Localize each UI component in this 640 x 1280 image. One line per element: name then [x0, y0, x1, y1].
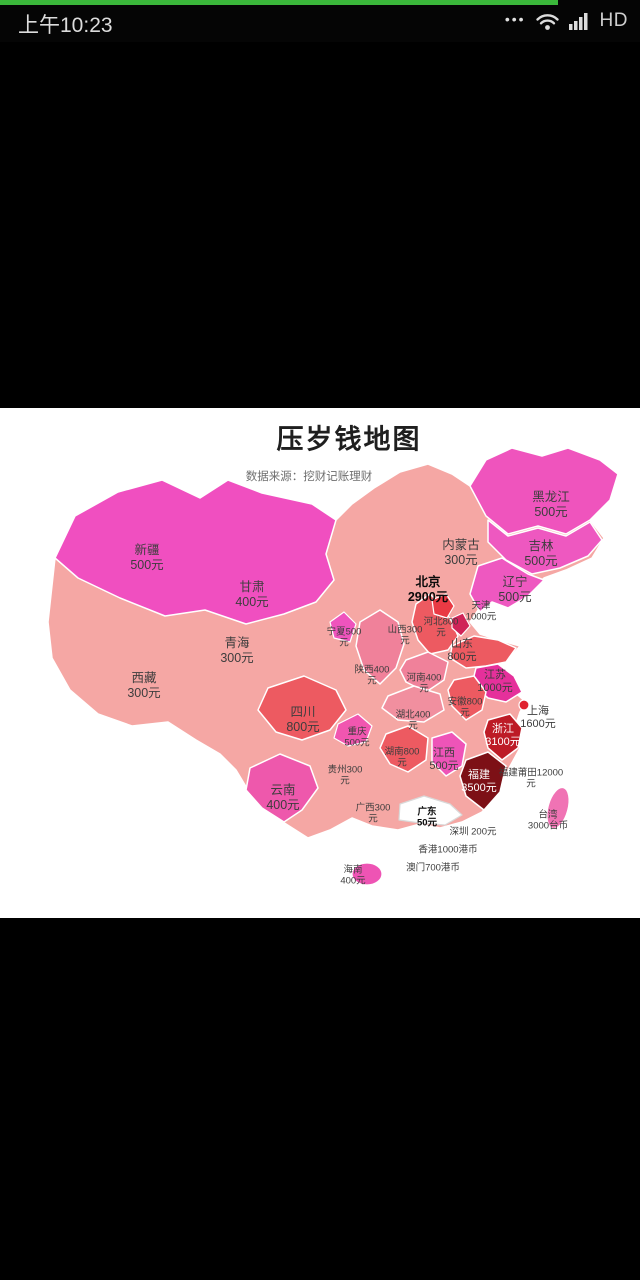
region-jiangxi: [431, 731, 467, 777]
map-label-beijing: 北京 2900元: [407, 575, 449, 604]
map-label-chongqing: 重庆 500元: [344, 726, 370, 749]
map-label-guangdong: 广东 50元: [416, 806, 438, 829]
map-label-shanxi: 山西300 元: [387, 624, 423, 647]
map-label-macau: 澳门700港币: [406, 862, 460, 874]
map-label-sichuan: 四川 800元: [286, 705, 320, 734]
region-heilongjiang: [469, 447, 619, 535]
region-anhui: [447, 675, 487, 721]
map-label-hebei: 河北800 元: [423, 616, 459, 639]
watermark-blob: [222, 414, 286, 468]
map-image[interactable]: 压岁钱地图 数据来源：挖财记账理财 新疆 500元甘肃 400元青海 300元西藏 30…: [0, 408, 640, 918]
region-taiwan: [546, 786, 570, 830]
map-label-anhui: 安徽800 元: [447, 696, 483, 719]
region-guangdong: [398, 795, 463, 826]
map-label-layer: 新疆 500元甘肃 400元青海 300元西藏 300元 内蒙古 300元 黑龙江 500元吉林…: [0, 408, 640, 918]
notification-dots-icon: •••: [504, 11, 526, 27]
map-label-qinghai: 青海 300元: [220, 636, 254, 665]
region-shaanxi: [355, 609, 405, 685]
region-hubei: [381, 685, 445, 723]
map-label-jiangxi: 江西 500元: [429, 746, 459, 772]
map-label-putian: 福建莆田12000 元: [498, 767, 564, 790]
map-label-xizang: 西藏 300元: [127, 671, 161, 700]
region-sichuan: [257, 675, 347, 741]
map-label-taiwan: 台湾 3000台币: [527, 809, 569, 832]
map-label-shanghai: 上海 1600元: [520, 704, 556, 730]
map-label-shenzhen: 深圳 200元: [449, 826, 497, 838]
region-zhejiang: [483, 713, 523, 761]
map-label-hunan: 湖南800 元: [384, 746, 420, 769]
map-label-gansu: 甘肃 400元: [235, 580, 269, 609]
map-label-neimenggu: 内蒙古 300元: [442, 538, 480, 567]
map-label-jiangsu: 江苏 1000元: [477, 668, 513, 694]
map-label-heilongjiang: 黑龙江 500元: [532, 490, 570, 519]
map-title: 压岁钱地图: [276, 424, 422, 455]
region-fujian: [459, 751, 507, 811]
status-icons: ••• HD: [505, 7, 628, 35]
map-label-henan: 河南400 元: [406, 672, 442, 695]
region-shanghai: [518, 699, 530, 711]
map-label-hongkong: 香港1000港币: [418, 844, 478, 856]
region-shandong: [449, 635, 517, 669]
map-label-guangxi: 广西300 元: [355, 802, 391, 825]
status-green-strip: [0, 0, 558, 5]
map-label-hainan: 海南 400元: [340, 864, 366, 887]
region-ningxia: [329, 611, 357, 643]
map-subtitle: 数据来源：挖财记账理财: [245, 471, 373, 483]
status-time: 上午10:23: [18, 14, 113, 37]
map-label-shandong: 山东 800元: [447, 637, 477, 663]
map-label-zhejiang: 浙江 3100元: [485, 722, 521, 748]
region-yunnan: [245, 753, 319, 823]
map-label-liaoning: 辽宁 500元: [498, 575, 532, 604]
region-henan: [399, 651, 449, 693]
map-label-yunnan: 云南 400元: [266, 783, 300, 812]
map-label-guizhou: 贵州300 元: [327, 764, 363, 787]
region-liaoning: [469, 557, 545, 613]
region-xinjiang: [54, 479, 337, 625]
status-bar: 上午10:23 ••• HD: [0, 0, 640, 42]
signal-strength-icon: [568, 13, 588, 30]
map-label-tianjin: 天津 1000元: [465, 600, 497, 623]
map-label-hubei: 湖北400 元: [395, 709, 431, 732]
region-chongqing: [333, 713, 373, 747]
china-map-svg: [47, 447, 619, 886]
wifi-icon: [535, 14, 559, 30]
map-label-xinjiang: 新疆 500元: [130, 543, 164, 572]
map-label-ningxia: 宁夏500 元: [326, 626, 362, 649]
map-label-fujian: 福建 3500元: [461, 768, 497, 794]
region-hunan: [379, 725, 429, 773]
hd-indicator: HD: [599, 10, 628, 31]
region-hainan: [351, 862, 383, 886]
region-beijing: [431, 593, 455, 619]
region-tianjin: [451, 612, 471, 637]
region-jilin: [487, 519, 603, 575]
map-label-shaanxi: 陕西400 元: [354, 664, 390, 687]
map-label-jilin: 吉林 500元: [524, 539, 558, 568]
